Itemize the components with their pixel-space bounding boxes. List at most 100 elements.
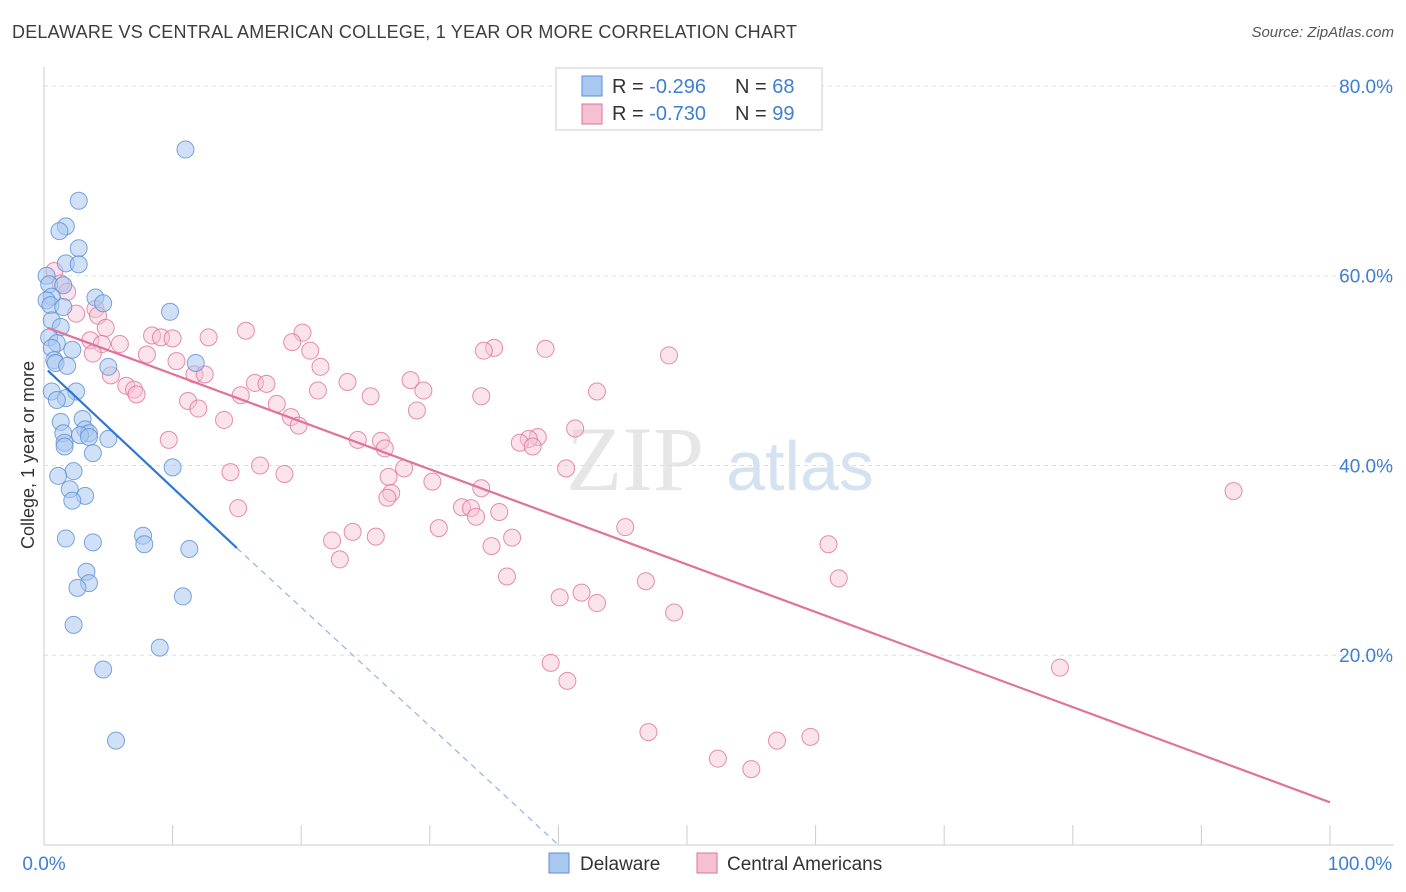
data-point <box>338 372 357 391</box>
data-point <box>461 499 480 518</box>
bottom-legend-swatch-central <box>696 852 718 874</box>
data-point <box>125 380 144 399</box>
bottom-legend-delaware: Delaware <box>580 854 660 875</box>
y-tick-labels: 20.0% 40.0% 60.0% 80.0% <box>1339 77 1393 667</box>
trend-line-delaware-extension <box>236 547 559 846</box>
data-point <box>137 345 156 364</box>
data-point <box>768 731 787 750</box>
bottom-legend-central: Central Americans <box>727 854 882 875</box>
data-point <box>401 371 420 390</box>
legend-n-label-central: N = <box>735 103 772 125</box>
data-point <box>275 465 294 484</box>
data-point <box>829 569 848 588</box>
data-point <box>503 528 522 547</box>
data-point <box>429 519 448 538</box>
data-point <box>311 357 330 376</box>
data-point <box>490 502 509 521</box>
data-point <box>557 459 576 478</box>
data-point <box>236 321 255 340</box>
data-point <box>423 472 442 491</box>
svg-text:R = -0.296: R = -0.296 <box>612 76 706 98</box>
data-point <box>283 333 302 352</box>
bottom-legend: Delaware Central Americans <box>548 852 882 875</box>
x-ticks <box>43 825 1331 845</box>
data-point <box>215 410 234 429</box>
data-point <box>56 529 75 548</box>
data-point <box>251 456 270 475</box>
series-delaware <box>37 140 205 750</box>
data-point <box>163 458 182 477</box>
data-point <box>94 294 113 313</box>
data-point <box>330 550 349 569</box>
data-point <box>659 346 678 365</box>
data-point <box>361 387 380 406</box>
data-point <box>58 356 77 375</box>
legend-r-value-central: -0.730 <box>649 103 706 125</box>
data-point <box>414 381 433 400</box>
data-point <box>229 499 248 518</box>
data-point <box>47 391 66 410</box>
data-point <box>63 491 82 510</box>
legend-r-label-central: R = <box>612 103 649 125</box>
y-tick-label-80: 80.0% <box>1339 77 1393 98</box>
data-point <box>366 527 385 546</box>
data-point <box>474 341 493 360</box>
legend-n-label-delaware: N = <box>735 76 772 98</box>
data-point <box>301 341 320 360</box>
data-point <box>541 653 560 672</box>
data-point <box>127 385 146 404</box>
data-point <box>110 335 129 354</box>
data-point <box>665 603 684 622</box>
data-point <box>742 760 761 779</box>
data-point <box>572 583 591 602</box>
legend-r-label-delaware: R = <box>612 76 649 98</box>
data-point <box>69 239 88 258</box>
data-point <box>135 535 154 554</box>
trend-line-delaware <box>47 369 238 549</box>
data-point <box>323 531 342 550</box>
data-point <box>587 382 606 401</box>
data-point <box>96 318 115 337</box>
data-point <box>80 428 99 447</box>
data-point <box>167 352 186 371</box>
data-point <box>616 518 635 537</box>
data-point <box>180 539 199 558</box>
y-axis-label: College, 1 year or more <box>18 361 38 549</box>
data-point <box>163 329 182 348</box>
data-point <box>308 381 327 400</box>
data-point <box>49 466 68 485</box>
data-point <box>186 354 205 373</box>
data-point <box>54 276 73 295</box>
data-point <box>558 671 577 690</box>
data-point <box>1224 482 1243 501</box>
data-point <box>83 533 102 552</box>
data-point <box>636 572 655 591</box>
data-point <box>528 428 547 447</box>
axes <box>43 67 1394 846</box>
trend-lines <box>47 326 1331 846</box>
data-point <box>378 488 397 507</box>
data-point <box>1050 658 1069 677</box>
data-point <box>150 638 169 657</box>
data-point <box>221 463 240 482</box>
data-point <box>587 594 606 613</box>
legend: R = -0.296 N = 68 R = -0.730 N = 99 <box>555 67 823 131</box>
data-point <box>64 462 83 481</box>
data-point <box>189 399 208 418</box>
data-point <box>55 437 74 456</box>
data-point <box>497 567 516 586</box>
bottom-legend-swatch-delaware <box>548 852 570 874</box>
data-point <box>819 535 838 554</box>
svg-text:R = -0.730: R = -0.730 <box>612 103 706 125</box>
data-point <box>293 323 312 342</box>
data-point <box>64 615 83 634</box>
data-point <box>99 357 118 376</box>
data-point <box>179 391 198 410</box>
data-point <box>143 326 162 345</box>
data-point <box>83 444 102 463</box>
svg-text:N = 99: N = 99 <box>735 103 795 125</box>
data-point <box>54 298 73 317</box>
chart-title: DELAWARE VS CENTRAL AMERICAN COLLEGE, 1 … <box>12 22 798 42</box>
data-point <box>467 507 486 526</box>
data-point <box>523 437 542 456</box>
